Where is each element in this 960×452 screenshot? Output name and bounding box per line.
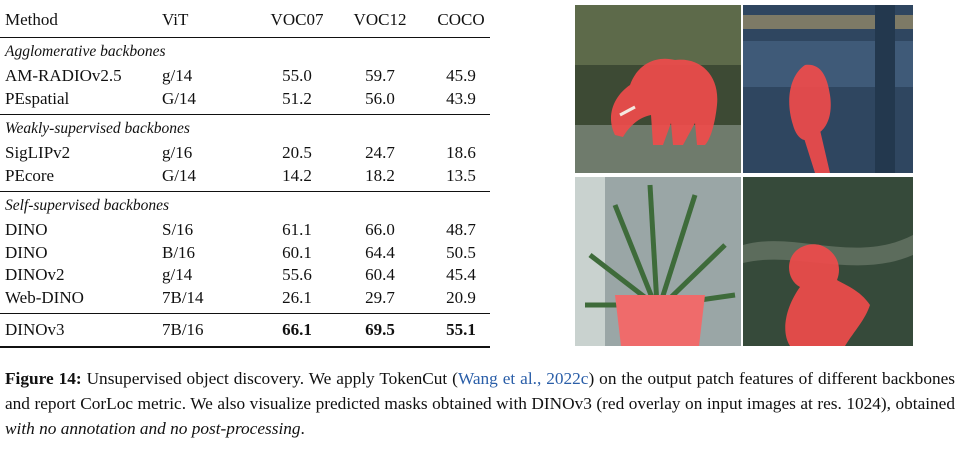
table-rule bbox=[0, 191, 490, 192]
score-cell: 48.7 bbox=[446, 220, 476, 239]
score-cell: 18.6 bbox=[446, 143, 476, 162]
score-cell: 18.2 bbox=[365, 165, 395, 185]
caption-text: ) on the output patch features of differ… bbox=[5, 369, 956, 413]
score-cell: 45.9 bbox=[446, 66, 476, 85]
method-cell: PEcore bbox=[5, 165, 55, 185]
method-cell: Method bbox=[5, 10, 58, 29]
method-cell: SigLIPv2 bbox=[5, 143, 71, 162]
score-cell: 66.0 bbox=[365, 220, 395, 239]
caption-text: . bbox=[300, 419, 305, 438]
figure-caption: Figure 14: Unsupervised object discovery… bbox=[5, 366, 955, 441]
score-cell: 56.0 bbox=[365, 88, 395, 108]
method-cell: DINO bbox=[5, 242, 48, 262]
table-rule bbox=[0, 37, 490, 38]
vit-cell: 7B/14 bbox=[162, 287, 204, 307]
caption-emphasis: with no annotation and no post-processin… bbox=[5, 419, 301, 438]
score-cell: 51.2 bbox=[282, 88, 312, 108]
score-cell: 45.4 bbox=[446, 265, 476, 284]
vit-cell: g/16 bbox=[162, 143, 193, 162]
vit-cell: 7B/16 bbox=[162, 320, 204, 339]
image-pig bbox=[743, 5, 913, 173]
score-cell: 64.4 bbox=[365, 242, 395, 262]
score-cell: 26.1 bbox=[282, 287, 312, 307]
caption-label: Figure 14: bbox=[5, 369, 82, 388]
method-cell: AM-RADIOv2.5 bbox=[5, 66, 122, 85]
score-cell: VOC12 bbox=[353, 10, 407, 29]
vit-cell: G/14 bbox=[162, 165, 196, 185]
method-cell: DINO bbox=[5, 220, 48, 239]
method-cell: DINOv3 bbox=[5, 320, 65, 339]
score-cell: COCO bbox=[437, 10, 485, 29]
score-cell: 55.6 bbox=[282, 265, 312, 284]
score-cell: 13.5 bbox=[446, 165, 476, 185]
vit-cell: ViT bbox=[162, 10, 189, 29]
score-cell: 20.9 bbox=[446, 287, 476, 307]
score-cell: 66.1 bbox=[282, 320, 312, 339]
mask-visualizations bbox=[575, 5, 913, 346]
score-cell: 60.1 bbox=[282, 242, 312, 262]
citation[interactable]: Wang et al., 2022c bbox=[457, 369, 589, 388]
group-title: Self-supervised backbones bbox=[5, 197, 169, 214]
vit-cell: g/14 bbox=[162, 66, 193, 85]
vit-cell: g/14 bbox=[162, 265, 193, 284]
table-rule bbox=[0, 114, 490, 115]
score-cell: 43.9 bbox=[446, 88, 476, 108]
method-cell: Web-DINO bbox=[5, 287, 84, 307]
image-monkey bbox=[743, 177, 913, 346]
table-rule bbox=[0, 313, 490, 314]
vit-cell: B/16 bbox=[162, 242, 196, 262]
score-cell: 14.2 bbox=[282, 165, 312, 185]
vit-cell: S/16 bbox=[162, 220, 194, 239]
image-elephant bbox=[575, 5, 741, 173]
method-cell: PEspatial bbox=[5, 88, 70, 108]
score-cell: 55.0 bbox=[282, 66, 312, 85]
score-cell: 55.1 bbox=[446, 320, 476, 339]
score-cell: 59.7 bbox=[365, 66, 395, 85]
score-cell: 50.5 bbox=[446, 242, 476, 262]
method-cell: DINOv2 bbox=[5, 265, 65, 284]
score-cell: 69.5 bbox=[365, 320, 395, 339]
caption-text: Unsupervised object discovery. We apply … bbox=[81, 369, 458, 388]
score-cell: 20.5 bbox=[282, 143, 312, 162]
table-rule bbox=[0, 346, 490, 348]
group-title: Weakly-supervised backbones bbox=[5, 120, 190, 137]
group-title: Agglomerative backbones bbox=[5, 43, 166, 60]
vit-cell: G/14 bbox=[162, 88, 196, 108]
results-table: Method ViT VOC07 VOC12 COCO Agglomerative bac… bbox=[0, 0, 495, 350]
score-cell: 24.7 bbox=[365, 143, 395, 162]
image-aloe bbox=[575, 177, 741, 346]
score-cell: VOC07 bbox=[270, 10, 324, 29]
score-cell: 60.4 bbox=[365, 265, 395, 284]
score-cell: 61.1 bbox=[282, 220, 312, 239]
score-cell: 29.7 bbox=[365, 287, 395, 307]
